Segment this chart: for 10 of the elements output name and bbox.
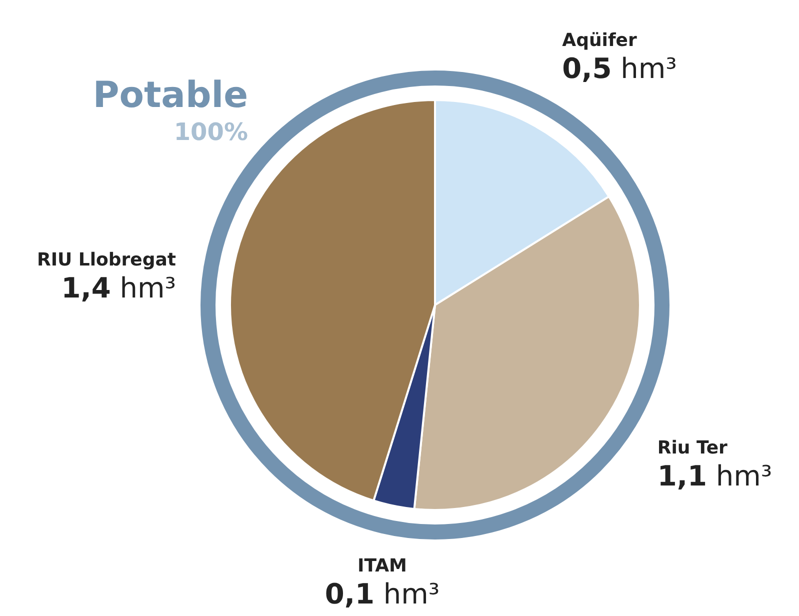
data-label: 1,1 hm³ [657,460,772,493]
text: 100% [174,118,248,146]
slice-label: RIU Llobregat [36,249,176,270]
data-label: 0,5 hm³ [562,52,677,85]
text: Potable [92,75,248,116]
data-label: 0,1 hm³ [324,578,440,611]
slice-label: Aqüifer [562,30,637,51]
data-label: 1,4 hm³ [61,271,176,304]
slice-label: Riu Ter [657,438,728,459]
slice-label: ITAM [358,556,407,577]
